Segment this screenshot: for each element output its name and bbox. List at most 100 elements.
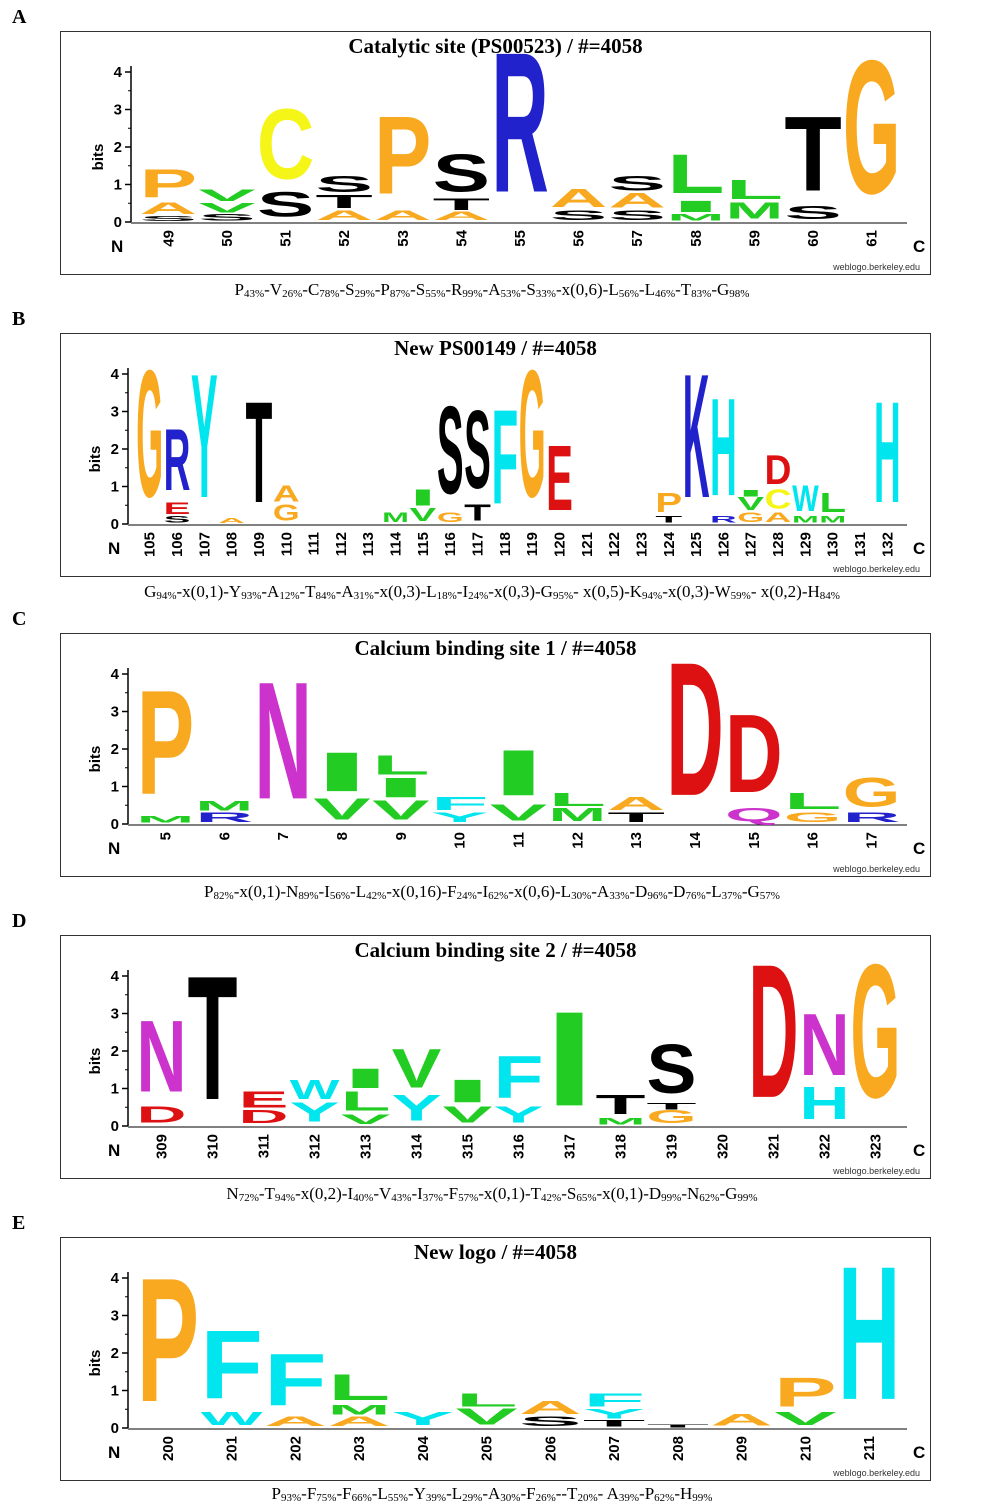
logo-letter: G [843,32,900,234]
position-label: 9 [393,832,410,840]
logo-letter: F [264,1338,326,1421]
logo-letter: S [257,185,314,224]
position-label: 121 [579,532,596,557]
logo-letter: Y [191,338,218,535]
logo-letter: P [140,162,197,206]
logo-letter: V [737,493,764,514]
panel-label-a: A [12,6,27,28]
position-label: 321 [766,1134,783,1159]
position-label: 118 [497,532,514,556]
logo-letter: M [596,1116,646,1126]
position-label: 204 [415,1435,432,1461]
logo-letter: V [313,792,370,826]
position-label: 11 [511,832,528,848]
logo-letter: L [726,174,783,205]
logo-letter: F [491,382,518,533]
logo-letter: I [667,197,724,215]
logo-letter: M [137,814,195,824]
logo-letter: S [140,215,197,223]
position-label: 124 [661,531,678,557]
logo-letter: M [667,212,724,222]
logo-letter: V [774,1409,836,1430]
position-label: 109 [251,532,268,557]
logo-letter: W [792,477,819,519]
consensus-pattern: P82%-x(0,1)-N89%-I56%-L42%-x(0,16)-F24%-… [204,882,780,902]
logo-letter: S [609,172,666,195]
logo-letter: L [341,1085,391,1116]
logo-letter: E [546,427,573,531]
position-label: 56 [571,230,588,247]
position-label: 5 [157,832,174,840]
position-label: 201 [224,1436,241,1461]
c-terminus-label: C [913,839,925,858]
position-label: 126 [715,532,732,557]
position-label: 113 [360,532,377,556]
position-label: 108 [224,532,241,557]
logo-letter: T [647,1101,697,1111]
logo-letter: S [164,515,191,525]
y-tick-label: 2 [111,1043,119,1060]
logo-letter: M [382,510,409,525]
logo-letter: P [137,659,195,825]
position-label: 123 [633,532,650,557]
logo-letter: V [443,1101,493,1127]
logo-letter: R [710,514,737,524]
logo-letter: A [374,207,431,223]
logo-letter: I [490,736,548,809]
y-tick-label: 4 [111,1270,120,1287]
logo-letter: Y [290,1097,340,1128]
logo-letter: L [455,1389,517,1410]
position-label: 322 [817,1134,834,1159]
logo-letter: S [433,144,490,204]
logo-letter: A [710,1411,772,1429]
logo-letter: I [443,1073,493,1109]
position-label: 61 [864,230,881,247]
y-tick-label: 3 [111,1308,119,1325]
logo-letter: F [200,1310,262,1419]
y-tick-label: 4 [111,968,120,985]
logo-letter: S [464,387,491,512]
logo-letter: D [765,447,792,494]
credit-text: weblogo.berkeley.edu [833,262,920,272]
logo-letter: P [137,1241,199,1438]
logo-letter: W [290,1074,340,1105]
position-label: 310 [205,1134,222,1159]
logo-letter: M [726,197,783,223]
consensus-pattern: P43%-V26%-C78%-S29%-P87%-S55%-R99%-A53%-… [234,280,750,300]
c-terminus-label: C [913,539,925,558]
position-label: 127 [743,532,760,557]
logo-letter: M [195,798,253,814]
position-label: 16 [805,832,822,849]
logo-panel-d: Calcium binding site 2 / #=4058 0 1 2 3 4 bit… [60,935,931,1179]
position-label: 6 [216,832,233,840]
logo-letter: S [550,207,607,223]
position-label: 114 [388,531,405,556]
logo-letter: G [851,936,901,1138]
panel-label-b: B [12,308,26,330]
position-label: 60 [805,230,822,247]
n-terminus-label: N [108,1141,120,1160]
c-terminus-label: C [913,237,925,256]
logo-letter: I [409,485,436,511]
logo-letter: Y [494,1101,544,1127]
position-label: 130 [825,532,842,557]
position-label: 50 [219,230,236,247]
position-label: 17 [864,832,881,849]
logo-letter: R [164,412,191,510]
position-label: 12 [569,832,586,849]
logo-letter: M [792,515,819,525]
position-label: 10 [452,832,469,849]
logo-letter: V [341,1111,391,1127]
logo-letter: G [843,769,901,816]
logo-letter: V [490,800,547,826]
logo-letter: L [667,143,724,205]
logo-letter: A [519,1397,581,1418]
logo-letter: A [433,210,490,223]
position-label: 52 [336,230,353,247]
logo-letter: G [437,509,464,525]
logo-letter: A [328,1413,390,1429]
position-label: 202 [287,1436,304,1461]
position-label: 55 [512,230,529,247]
y-axis-label: bits [90,144,107,171]
position-label: 323 [868,1134,885,1159]
